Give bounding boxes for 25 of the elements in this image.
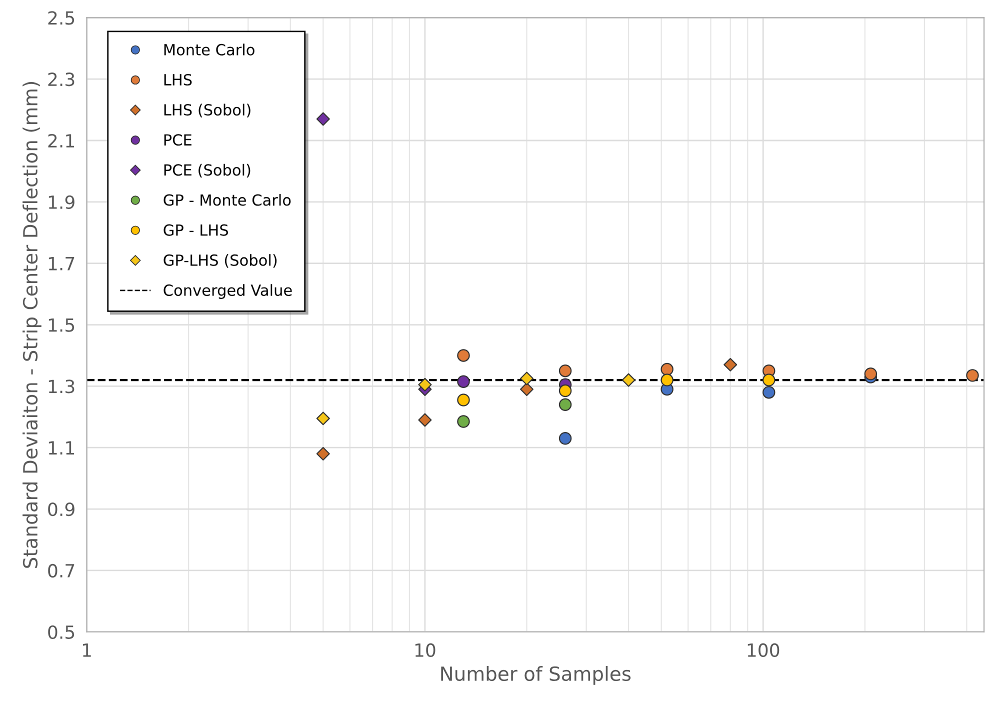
legend-label: GP - Monte Carlo <box>164 194 291 206</box>
x-tick-label: 10 <box>415 643 436 657</box>
legend-label: LHS <box>164 74 192 86</box>
legend-label: PCE (Sobol) <box>164 164 250 178</box>
y-tick-label: 2.1 <box>48 134 74 148</box>
y-tick-label: 1.9 <box>48 195 74 210</box>
y-tick-label: 1.1 <box>48 441 74 454</box>
y-tick-label: 2.5 <box>48 11 74 25</box>
legend-label: Converged Value <box>164 284 292 299</box>
y-tick-label: 1.7 <box>48 257 74 270</box>
legend-label: GP-LHS (Sobol) <box>164 254 277 268</box>
y-tick-label: 1.5 <box>48 318 74 332</box>
legend-label: Monte Carlo <box>164 44 254 56</box>
x-tick-label: 100 <box>748 643 780 657</box>
x-tick-label: 1 <box>83 644 91 657</box>
y-axis-title: Standard Deviaiton - Strip Center Deflection (mm) <box>22 82 42 568</box>
y-tick-label: 0.9 <box>48 502 74 516</box>
legend-label: LHS (Sobol) <box>164 104 250 118</box>
x-axis-title: Number of Samples <box>441 666 631 685</box>
legend-label: GP - LHS <box>164 224 228 236</box>
legend-label: PCE <box>164 134 192 146</box>
y-tick-label: 1.3 <box>48 380 74 394</box>
y-tick-label: 0.7 <box>48 564 74 578</box>
y-tick-label: 2.3 <box>48 72 74 86</box>
y-tick-label: 0.5 <box>48 625 74 639</box>
